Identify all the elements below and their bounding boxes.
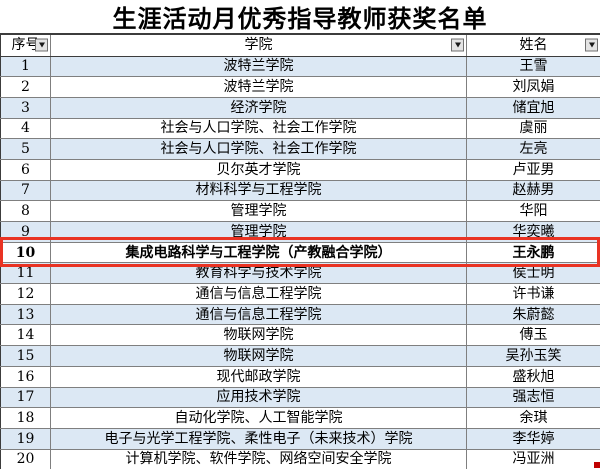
cell-no[interactable]: 17 [0,386,51,409]
table-row: 12 通信与信息工程学院 许书谦 [0,283,600,305]
column-header-name-label: 姓名 [519,37,548,54]
cell-no[interactable]: 11 [0,262,51,285]
page-title: 生涯活动月优秀指导教师获奖名单 [0,0,600,33]
cell-no[interactable]: 4 [0,117,51,140]
cell-college[interactable]: 自动化学院、人工智能学院 [50,407,467,429]
cell-college[interactable]: 物联网学院 [50,324,467,347]
cell-no[interactable]: 19 [0,427,51,450]
table-row: 7 材料科学与工程学院 赵赫男 [0,179,600,202]
table-row: 13 通信与信息工程学院 朱蔚懿 [0,303,600,326]
cell-name[interactable]: 华奕曦 [466,221,600,243]
cell-college[interactable]: 经济学院 [50,96,467,119]
table-row-highlighted: 10 集成电路科学与工程学院（产教融合学院） 王永鹏 [0,241,600,264]
cell-no[interactable]: 18 [0,407,51,429]
filter-dropdown-icon[interactable] [585,38,598,52]
table-row: 5 社会与人口学院、社会工作学院 左亮 [0,138,600,160]
table-row: 11 教育科学与技术学院 侯士明 [0,262,600,285]
cell-college[interactable]: 电子与光学工程学院、柔性电子（未来技术）学院 [50,427,467,450]
table-row: 4 社会与人口学院、社会工作学院 虞丽 [0,117,600,140]
cell-college[interactable]: 通信与信息工程学院 [50,283,467,305]
cell-no[interactable]: 12 [0,283,51,305]
cell-name[interactable]: 余琪 [466,407,600,429]
column-header-college: 学院 [50,33,467,57]
table-row: 19 电子与光学工程学院、柔性电子（未来技术）学院 李华婷 [0,427,600,450]
cell-no[interactable]: 9 [0,221,51,243]
table-row: 16 现代邮政学院 盛秋旭 [0,365,600,388]
column-header-name: 姓名 [466,33,600,57]
cell-no[interactable]: 5 [0,138,51,160]
table-row: 8 管理学院 华阳 [0,200,600,222]
filter-dropdown-icon[interactable] [35,38,48,52]
cell-college[interactable]: 通信与信息工程学院 [50,303,467,326]
cell-name[interactable]: 许书谦 [466,283,600,305]
cell-name[interactable]: 储宜旭 [466,96,600,119]
cell-no[interactable]: 2 [0,76,51,98]
award-table: 序号 学院 姓名 1 波特兰学院 王雪 2 波特 [0,33,600,469]
cell-college[interactable]: 教育科学与技术学院 [50,262,467,285]
cell-name[interactable]: 王雪 [466,55,600,78]
cell-no[interactable]: 10 [0,241,51,264]
chevron-down-icon [588,42,595,48]
cell-name[interactable]: 李华婷 [466,427,600,450]
cell-college[interactable]: 社会与人口学院、社会工作学院 [50,117,467,140]
header-row: 序号 学院 姓名 [0,33,600,57]
cell-name[interactable]: 刘凤娟 [466,76,600,98]
cell-name[interactable]: 左亮 [466,138,600,160]
cell-college[interactable]: 波特兰学院 [50,76,467,98]
cell-college[interactable]: 管理学院 [50,200,467,222]
table-row: 3 经济学院 储宜旭 [0,96,600,119]
cell-name[interactable]: 华阳 [466,200,600,222]
cell-name[interactable]: 卢亚男 [466,158,600,181]
chevron-down-icon [454,42,461,48]
cell-no[interactable]: 6 [0,158,51,181]
cell-no[interactable]: 14 [0,324,51,347]
cell-college[interactable]: 材料科学与工程学院 [50,179,467,202]
table-row: 9 管理学院 华奕曦 [0,221,600,243]
cell-college[interactable]: 物联网学院 [50,345,467,367]
cell-name[interactable]: 朱蔚懿 [466,303,600,326]
table-row: 20 计算机学院、软件学院、网络空间安全学院 冯亚洲 [0,448,600,469]
cell-college[interactable]: 社会与人口学院、社会工作学院 [50,138,467,160]
cell-no[interactable]: 1 [0,55,51,78]
cell-name[interactable]: 赵赫男 [466,179,600,202]
cell-name[interactable]: 盛秋旭 [466,365,600,388]
table-row: 17 应用技术学院 强志恒 [0,386,600,409]
cell-name[interactable]: 王永鹏 [466,241,600,264]
cell-name[interactable]: 强志恒 [466,386,600,409]
column-header-no: 序号 [0,33,51,57]
cell-no[interactable]: 13 [0,303,51,326]
cell-no[interactable]: 15 [0,345,51,367]
cell-college[interactable]: 应用技术学院 [50,386,467,409]
column-header-college-label: 学院 [244,37,273,54]
cell-no[interactable]: 8 [0,200,51,222]
cell-no[interactable]: 7 [0,179,51,202]
cell-name[interactable]: 虞丽 [466,117,600,140]
cell-name[interactable]: 傅玉 [466,324,600,347]
cell-name[interactable]: 冯亚洲 [466,448,600,469]
cell-no[interactable]: 3 [0,96,51,119]
cell-name[interactable]: 吴孙玉笑 [466,345,600,367]
cell-name[interactable]: 侯士明 [466,262,600,285]
table-row: 15 物联网学院 吴孙玉笑 [0,345,600,367]
cell-college[interactable]: 管理学院 [50,221,467,243]
table-row: 2 波特兰学院 刘凤娟 [0,76,600,98]
cell-no[interactable]: 16 [0,365,51,388]
chevron-down-icon [38,42,45,48]
cell-college[interactable]: 现代邮政学院 [50,365,467,388]
cell-college[interactable]: 集成电路科学与工程学院（产教融合学院） [50,241,467,264]
cell-college[interactable]: 贝尔英才学院 [50,158,467,181]
cell-college[interactable]: 计算机学院、软件学院、网络空间安全学院 [50,448,467,469]
table-row: 18 自动化学院、人工智能学院 余琪 [0,407,600,429]
table-row: 14 物联网学院 傅玉 [0,324,600,347]
table-row: 1 波特兰学院 王雪 [0,55,600,78]
red-corner-marker [594,462,600,468]
filter-dropdown-icon[interactable] [451,38,464,52]
cell-college[interactable]: 波特兰学院 [50,55,467,78]
column-header-no-label: 序号 [11,37,40,54]
cell-no[interactable]: 20 [0,448,51,469]
table-row: 6 贝尔英才学院 卢亚男 [0,158,600,181]
